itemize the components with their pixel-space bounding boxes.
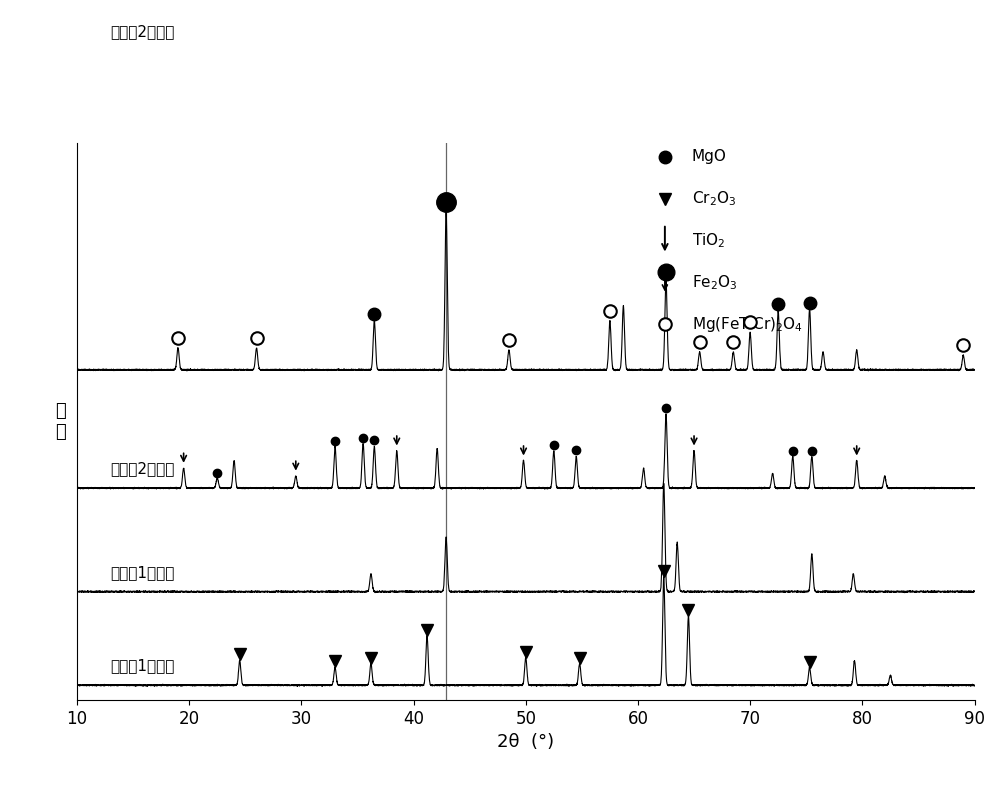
X-axis label: 2θ  (°): 2θ (°) — [497, 733, 554, 751]
Text: 对比例2烧结前: 对比例2烧结前 — [111, 461, 175, 476]
Text: TiO$_2$: TiO$_2$ — [692, 231, 725, 250]
Text: Cr$_2$O$_3$: Cr$_2$O$_3$ — [692, 190, 736, 208]
Y-axis label: 强
度: 强 度 — [55, 402, 66, 441]
Text: Mg(FeTiCr)$_2$O$_4$: Mg(FeTiCr)$_2$O$_4$ — [692, 314, 803, 333]
Text: 实施例1烧结前: 实施例1烧结前 — [111, 658, 175, 673]
Text: MgO: MgO — [692, 149, 727, 164]
Text: 实施例1烧结后: 实施例1烧结后 — [111, 565, 175, 580]
Text: Fe$_2$O$_3$: Fe$_2$O$_3$ — [692, 273, 737, 292]
Text: 对比例2烧结后: 对比例2烧结后 — [111, 24, 175, 40]
